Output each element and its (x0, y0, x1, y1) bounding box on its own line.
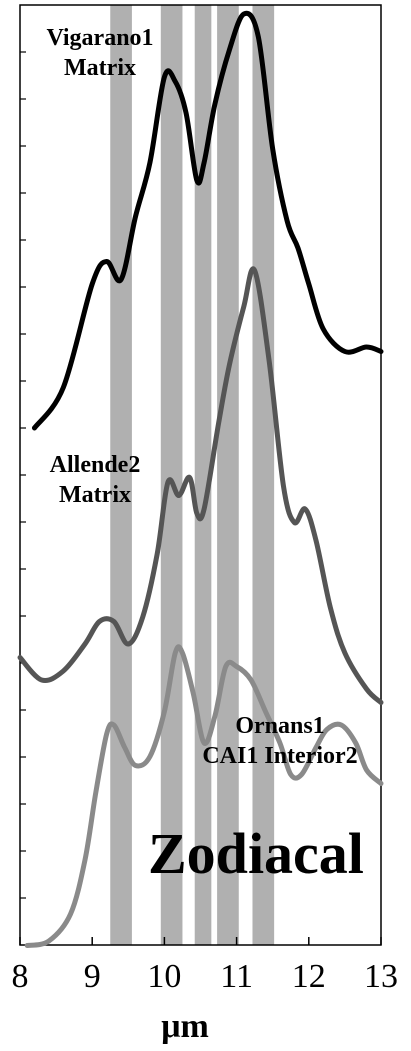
x-tick-label: 10 (147, 958, 181, 995)
band-5 (252, 5, 275, 945)
x-tick-label: 9 (84, 958, 101, 995)
series-line-2 (17, 266, 384, 705)
band-1 (110, 5, 132, 945)
series-line-1 (31, 10, 384, 431)
zodiacal-annotation: Zodiacal (148, 821, 364, 886)
series-line-3 (24, 644, 384, 948)
series-label-layer: Vigarano1 Matrix Allende2 Matrix Ornans1 CAI1… (46, 25, 357, 769)
x-axis-label: μm (161, 1008, 209, 1045)
band-2 (160, 5, 183, 945)
series-label-2: Allende2 Matrix (50, 452, 141, 508)
series-label-3: Ornans1 CAI1 Interior2 (202, 713, 357, 769)
x-tick-label: 12 (292, 958, 326, 995)
series-layer (17, 10, 384, 948)
x-tick-label: 13 (364, 958, 398, 995)
series-label-1: Vigarano1 Matrix (46, 25, 153, 81)
band-4 (217, 5, 239, 945)
x-tick-label-layer: 8 9 10 11 12 13 (12, 958, 399, 995)
x-tick-label: 11 (220, 958, 253, 995)
x-tick-label: 8 (12, 958, 29, 995)
plot-frame (19, 4, 382, 946)
